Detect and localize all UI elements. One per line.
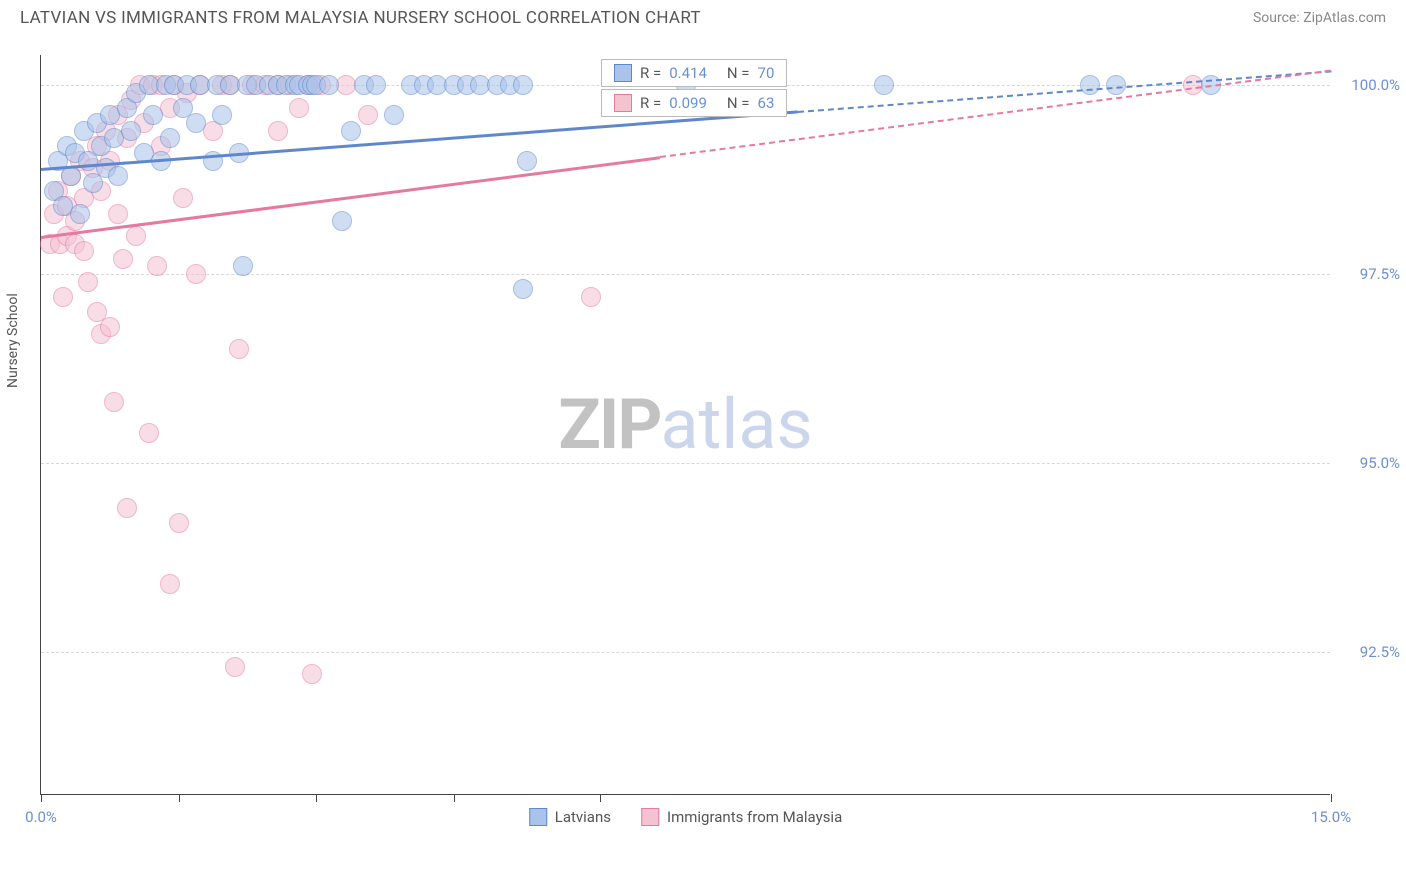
x-tick bbox=[1331, 794, 1332, 802]
scatter-point bbox=[70, 204, 90, 224]
series-legend: Latvians Immigrants from Malaysia bbox=[529, 808, 843, 826]
y-tick-label: 95.0% bbox=[1340, 454, 1400, 472]
scatter-point bbox=[104, 392, 124, 412]
x-tick bbox=[600, 794, 601, 802]
gridline-h bbox=[41, 463, 1330, 464]
legend-item: Latvians bbox=[529, 808, 611, 826]
legend-item: Immigrants from Malaysia bbox=[641, 808, 842, 826]
legend-r-label: R = bbox=[640, 94, 661, 112]
scatter-point bbox=[186, 113, 206, 133]
source-label: Source: ZipAtlas.com bbox=[1253, 10, 1386, 26]
scatter-point bbox=[53, 287, 73, 307]
legend-series-name: Latvians bbox=[555, 808, 611, 826]
scatter-point bbox=[225, 657, 245, 677]
x-tick bbox=[179, 794, 180, 802]
legend-swatch bbox=[529, 808, 547, 826]
scatter-point bbox=[341, 121, 361, 141]
y-tick-label: 97.5% bbox=[1340, 265, 1400, 283]
legend-series-name: Immigrants from Malaysia bbox=[667, 808, 842, 826]
scatter-point bbox=[160, 574, 180, 594]
scatter-point bbox=[289, 98, 309, 118]
x-tick bbox=[41, 794, 42, 802]
chart-title: LATVIAN VS IMMIGRANTS FROM MALAYSIA NURS… bbox=[20, 8, 701, 28]
scatter-point bbox=[1080, 75, 1100, 95]
scatter-point bbox=[78, 272, 98, 292]
scatter-point bbox=[212, 105, 232, 125]
scatter-point bbox=[169, 513, 189, 533]
scatter-point bbox=[268, 121, 288, 141]
scatter-point bbox=[121, 121, 141, 141]
scatter-point bbox=[117, 498, 137, 518]
scatter-point bbox=[113, 249, 133, 269]
scatter-point bbox=[126, 226, 146, 246]
scatter-point bbox=[139, 423, 159, 443]
scatter-point bbox=[517, 151, 537, 171]
gridline-h bbox=[41, 652, 1330, 653]
legend-n-label: N = bbox=[727, 94, 750, 112]
scatter-point bbox=[108, 204, 128, 224]
scatter-point bbox=[366, 75, 386, 95]
scatter-point bbox=[874, 75, 894, 95]
stats-legend-row: R = 0.414 N = 70 bbox=[601, 59, 787, 87]
scatter-point bbox=[108, 166, 128, 186]
legend-r-value: 0.099 bbox=[669, 94, 707, 112]
legend-n-label: N = bbox=[727, 64, 750, 82]
legend-r-label: R = bbox=[640, 64, 661, 82]
stats-legend-row: R = 0.099 N = 63 bbox=[601, 89, 787, 117]
x-tick bbox=[316, 794, 317, 802]
legend-n-value: 63 bbox=[758, 94, 775, 112]
scatter-point bbox=[358, 105, 378, 125]
scatter-point bbox=[581, 287, 601, 307]
scatter-point bbox=[302, 664, 322, 684]
legend-swatch bbox=[614, 64, 632, 82]
y-tick-label: 92.5% bbox=[1340, 643, 1400, 661]
scatter-point bbox=[61, 166, 81, 186]
plot-area: Nursery School ZIPatlas 92.5%95.0%97.5%1… bbox=[40, 55, 1330, 795]
legend-r-value: 0.414 bbox=[669, 64, 707, 82]
x-tick-label: 0.0% bbox=[25, 808, 57, 826]
legend-n-value: 70 bbox=[758, 64, 775, 82]
scatter-point bbox=[143, 105, 163, 125]
scatter-point bbox=[186, 264, 206, 284]
scatter-point bbox=[319, 75, 339, 95]
gridline-h bbox=[41, 274, 1330, 275]
y-axis-label: Nursery School bbox=[5, 293, 21, 388]
scatter-point bbox=[513, 75, 533, 95]
legend-swatch bbox=[614, 94, 632, 112]
scatter-point bbox=[74, 241, 94, 261]
watermark: ZIPatlas bbox=[558, 384, 812, 466]
scatter-point bbox=[384, 105, 404, 125]
scatter-point bbox=[160, 128, 180, 148]
scatter-point bbox=[513, 279, 533, 299]
x-tick bbox=[454, 794, 455, 802]
scatter-point bbox=[233, 256, 253, 276]
scatter-point bbox=[173, 188, 193, 208]
scatter-point bbox=[332, 211, 352, 231]
legend-swatch bbox=[641, 808, 659, 826]
y-tick-label: 100.0% bbox=[1340, 76, 1400, 94]
scatter-point bbox=[147, 256, 167, 276]
scatter-point bbox=[229, 339, 249, 359]
x-tick-label: 15.0% bbox=[1311, 808, 1351, 826]
trendline bbox=[41, 156, 661, 238]
scatter-point bbox=[100, 317, 120, 337]
